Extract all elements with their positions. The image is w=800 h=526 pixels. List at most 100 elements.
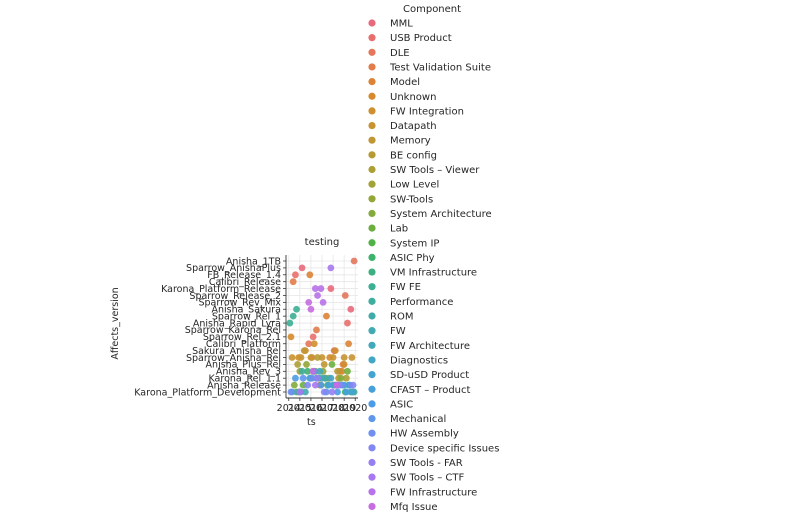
- legend-label: FW Integration: [390, 106, 464, 117]
- scatter-point: [329, 354, 337, 361]
- y-axis-label: Affects_version: [110, 287, 121, 359]
- legend-marker: [368, 473, 376, 481]
- legend-marker: [368, 400, 376, 408]
- scatter-point: [290, 381, 298, 389]
- y-tick-label: Anisha_Rev_3: [216, 367, 281, 378]
- legend-label: Performance: [390, 297, 453, 308]
- y-tick-label: FB_Release_1.4: [207, 270, 281, 281]
- x-tick-label: 2017: [310, 403, 334, 414]
- legend-label: Diagnostics: [390, 355, 448, 366]
- legend-marker: [368, 268, 376, 276]
- legend-marker: [368, 180, 376, 188]
- legend-label: HW Assembly: [390, 429, 459, 440]
- scatter-point: [286, 319, 294, 327]
- legend-marker: [368, 341, 376, 349]
- chart-title: testing: [305, 237, 340, 248]
- y-tick-label: Sparrow_Rel_1: [212, 311, 281, 322]
- x-axis-label: ts: [307, 417, 316, 428]
- y-tick-label: Anisha_1TB: [226, 256, 281, 267]
- scatter-point: [298, 367, 306, 375]
- y-tick-label: Karona_Platform_Development: [134, 387, 281, 398]
- x-tick-label: 2016: [299, 403, 323, 414]
- scatter-point: [307, 354, 315, 361]
- scatter-point: [319, 298, 327, 306]
- legend-marker: [368, 107, 376, 115]
- scatter-point: [348, 354, 356, 361]
- y-tick-label: Anisha_Release: [207, 380, 281, 391]
- legend-label: VM Infrastructure: [390, 268, 477, 279]
- scatter-point: [288, 354, 296, 361]
- scatter-point: [328, 388, 336, 396]
- legend-label: FW FE: [390, 282, 421, 293]
- scatter-point: [298, 264, 306, 272]
- scatter-point: [303, 361, 310, 368]
- scatter-point: [311, 285, 319, 292]
- scatter-point: [294, 361, 302, 368]
- y-tick-label: Karona_Platform_Release: [161, 284, 281, 295]
- legend-label: ASIC Phy: [390, 253, 435, 264]
- scatter-point: [328, 361, 336, 368]
- scatter-point: [311, 381, 319, 389]
- legend-label: USB Product: [390, 33, 452, 44]
- legend-marker: [368, 78, 376, 86]
- legend-marker: [368, 312, 376, 320]
- scatter-point: [308, 374, 316, 382]
- scatter-point: [314, 292, 321, 299]
- legend-label: FW Architecture: [390, 341, 470, 352]
- scatter-point: [310, 340, 318, 348]
- legend-label: ROM: [390, 312, 413, 323]
- x-tick-label: 2019: [332, 403, 356, 414]
- legend-marker: [368, 444, 376, 452]
- legend-label: Mfq Issue: [390, 502, 438, 513]
- scatter-point: [314, 374, 321, 382]
- legend-label: Unknown: [390, 92, 436, 103]
- legend-marker: [368, 92, 376, 100]
- scatter-point: [325, 381, 333, 389]
- legend-marker: [368, 502, 376, 511]
- scatter-point: [340, 354, 348, 361]
- legend-marker: [368, 414, 376, 423]
- x-tick-label: 2015: [288, 403, 312, 414]
- scatter-point: [350, 257, 358, 265]
- legend-marker: [368, 209, 376, 218]
- scatter-point: [323, 312, 330, 320]
- legend-label: Test Validation Suite: [389, 62, 491, 73]
- legend-marker: [368, 458, 376, 467]
- scatter-point: [344, 367, 351, 375]
- plot-area: Anisha_1TBSparrow_AnishaPlusFB_Release_1…: [110, 237, 367, 428]
- legend-marker: [368, 371, 376, 379]
- scatter-point: [317, 285, 325, 292]
- y-tick-label: Sparrow_Anisha_Rel: [186, 353, 281, 364]
- y-tick-label: Anisha_Plus_Rel: [206, 360, 281, 371]
- legend-title: Component: [403, 4, 461, 15]
- scatter-point: [299, 374, 307, 382]
- legend-label: SD-uSD Product: [390, 370, 469, 381]
- legend-label: Lab: [390, 224, 408, 235]
- scatter-point: [345, 340, 352, 348]
- legend: Component MML USB Product DLE Test Validati…: [368, 4, 499, 513]
- legend-marker: [368, 253, 376, 261]
- y-tick-label: Sparrow_Rel_2.1: [203, 332, 281, 343]
- x-tick-label: 2014: [277, 403, 301, 414]
- scatter-point: [327, 374, 335, 382]
- legend-marker: [368, 63, 376, 71]
- legend-label: BE config: [390, 150, 437, 161]
- legend-label: SW-Tools: [390, 194, 433, 205]
- scatter-point: [320, 388, 328, 396]
- scatter-point: [334, 367, 341, 375]
- legend-label: Model: [390, 77, 420, 88]
- scatter-point: [317, 381, 325, 389]
- scatter-point: [316, 367, 324, 375]
- x-tick-label: 2018: [321, 403, 345, 414]
- legend-label: Low Level: [390, 180, 439, 191]
- scatter-point: [293, 305, 300, 313]
- scatter-point: [305, 298, 313, 306]
- y-tick-label: Sparrow_Release_2: [189, 291, 281, 302]
- scatter-point: [327, 264, 335, 272]
- scatter-point: [327, 285, 335, 292]
- scatter-point: [342, 388, 350, 396]
- scatter-point: [304, 367, 311, 375]
- legend-label: Device specific Issues: [390, 443, 499, 454]
